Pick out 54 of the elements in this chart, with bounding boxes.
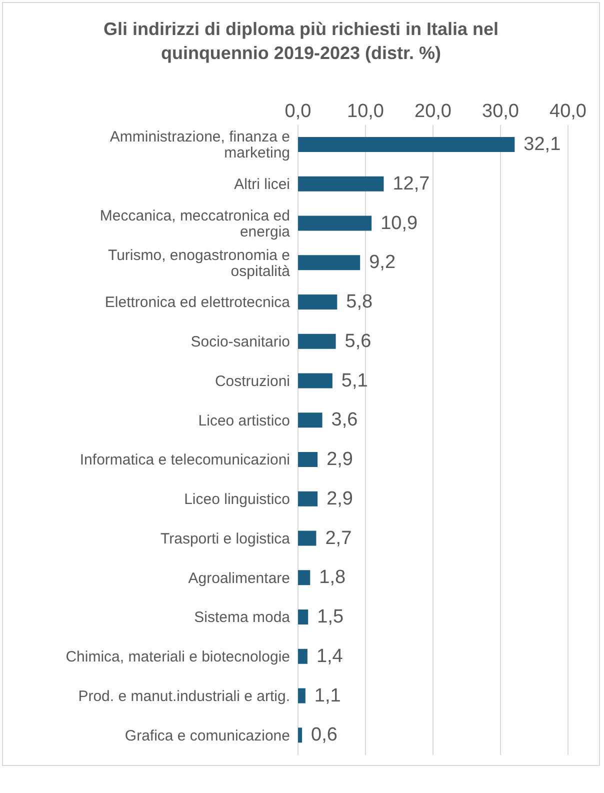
y-tick-label: Liceo artistico [198,412,290,429]
data-label: 9,2 [369,252,396,274]
data-label: 5,6 [344,330,372,352]
x-tick-label: 30,0 [482,101,519,122]
y-tick-label: Trasporti e logistica [160,530,291,547]
y-tick-label: Chimica, materiali e biotecnologie [66,648,290,666]
data-label: 1,1 [314,685,341,706]
chart-title: Gli indirizzi di diploma più richiesti in Italia nel quinquennio 2019-2023 (distr. %) [102,18,500,65]
y-tick-label: Agroalimentare [188,569,290,586]
x-tick-label: 40,0 [550,101,586,122]
x-tick-label: 20,0 [414,101,452,122]
data-label: 3,6 [331,410,358,431]
data-label: 1,4 [316,646,344,667]
bar [298,334,336,349]
bar [298,137,515,152]
x-tick-label: 10,0 [347,101,384,122]
y-tick-label: Prod. e manut.industriali e artig. [78,687,290,704]
data-label: 2,9 [326,488,353,510]
data-label: 12,7 [392,173,430,194]
bar [298,452,318,467]
data-label: 10,9 [380,212,418,234]
bar [298,570,310,586]
bar [298,610,308,624]
y-tick-label: Elettronica ed elettrotecnica [104,294,291,311]
data-label: 5,8 [346,292,373,312]
x-tick-label: 0,0 [284,101,312,122]
data-label: 32,1 [524,134,561,155]
data-label: 2,9 [326,449,353,470]
bar [298,491,318,506]
bar [298,176,384,192]
data-label: 0,6 [311,724,338,746]
y-tick-label: Amministrazione, finanza e marketing [110,128,290,162]
y-tick-label: Grafica e comunicazione [124,726,290,744]
bar [298,728,302,743]
bar [298,294,338,310]
y-tick-label: Turismo, enogastronomia e ospitalità [108,246,291,280]
y-tick-label: Liceo linguistico [184,490,290,508]
y-tick-label: Socio-sanitario [190,333,290,350]
data-label: 1,8 [319,567,346,588]
data-label: 1,5 [317,606,344,628]
y-tick-label: Costruzioni [214,372,290,390]
data-label: 5,1 [341,370,368,392]
bar [298,530,316,546]
bar [298,688,306,704]
bar [298,255,360,270]
y-tick-label: Informatica e telecomunicazioni [80,451,290,468]
data-label: 2,7 [325,528,352,549]
bar [298,373,332,388]
bar [298,648,308,664]
y-tick-label: Sistema moda [194,608,291,626]
y-tick-label: Altri licei [234,176,290,193]
y-tick-label: Meccanica, meccatronica ed energia [100,206,291,240]
bar [298,216,372,231]
bar [298,412,322,428]
